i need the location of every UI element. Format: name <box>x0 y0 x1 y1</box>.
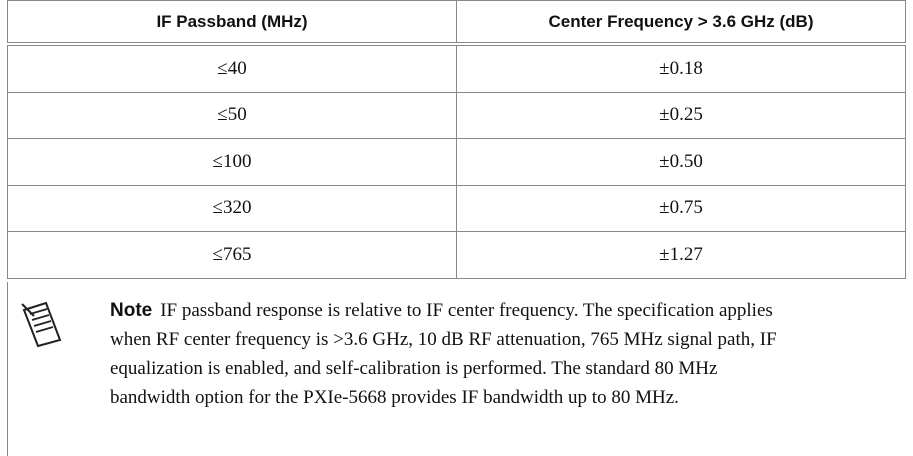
table-cell: ±1.27 <box>456 231 906 279</box>
table-row: ≤765 ±1.27 <box>7 231 906 279</box>
spec-table: IF Passband (MHz) Center Frequency > 3.6… <box>7 0 906 279</box>
table-cell: ≤765 <box>7 231 457 279</box>
note-body: IF passband response is relative to IF c… <box>110 300 777 408</box>
table-cell: ≤320 <box>7 184 457 232</box>
table-body: ≤40 ±0.18 ≤50 ±0.25 ≤100 ±0.50 ≤320 ±0.75 ≤765 ±1… <box>7 43 906 279</box>
table-row: ≤100 ±0.50 <box>7 138 906 186</box>
note-icon <box>21 301 62 348</box>
table-cell: ±0.25 <box>456 91 906 139</box>
note-label: Note <box>110 300 153 321</box>
table-cell: ±0.50 <box>456 138 906 186</box>
table-cell: ±0.18 <box>456 43 906 93</box>
table-row: ≤320 ±0.75 <box>7 184 906 232</box>
table-cell: ≤100 <box>7 138 457 186</box>
table-cell: ±0.75 <box>456 184 906 232</box>
header-row: IF Passband (MHz) Center Frequency > 3.6… <box>7 0 906 46</box>
note-text: Note IF passband response is relative to … <box>110 296 800 412</box>
table-row: ≤40 ±0.18 <box>7 43 906 93</box>
table-cell: ≤40 <box>7 43 457 93</box>
header-cell: Center Frequency > 3.6 GHz (dB) <box>456 0 906 46</box>
table-row: ≤50 ±0.25 <box>7 91 906 139</box>
header-cell: IF Passband (MHz) <box>7 0 457 46</box>
table-cell: ≤50 <box>7 91 457 139</box>
note-box: Note IF passband response is relative to … <box>7 282 906 456</box>
